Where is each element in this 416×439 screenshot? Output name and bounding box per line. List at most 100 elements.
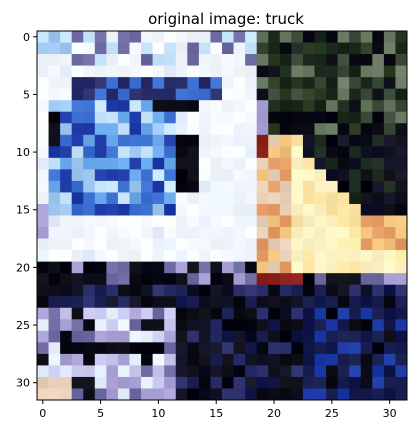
image-pixel [48,134,61,147]
image-pixel [360,77,373,90]
image-pixel [141,192,153,205]
image-pixel [372,319,385,332]
image-pixel [83,250,96,262]
image-pixel [94,203,107,216]
image-pixel [256,169,269,182]
image-pixel [360,342,373,355]
image-pixel [152,77,165,90]
image-pixel [94,388,107,401]
image-pixel [279,54,292,66]
image-pixel [326,388,338,401]
image-pixel [314,100,327,113]
y-tick-label: 0 [23,31,30,44]
image-pixel [395,307,408,320]
image-pixel [37,111,49,124]
image-pixel [291,388,304,401]
image-pixel [210,203,223,216]
image-pixel [245,169,258,182]
image-pixel [152,330,165,343]
image-pixel [106,307,119,320]
image-pixel [117,180,130,193]
image-pixel [37,180,49,193]
image-pixel [48,42,61,55]
image-pixel [37,284,49,297]
image-pixel [48,146,61,159]
image-pixel [268,157,281,170]
image-pixel [302,273,315,286]
image-pixel [71,365,84,378]
image-pixel [233,192,246,205]
image-pixel [337,31,350,43]
image-pixel [175,215,188,228]
image-pixel [256,123,269,136]
image-pixel [383,342,396,355]
image-pixel [326,319,338,332]
image-pixel [256,203,269,216]
image-pixel [164,180,177,193]
image-pixel [349,192,362,205]
image-pixel [233,54,246,66]
image-pixel [349,180,362,193]
image-pixel [383,307,396,320]
image-pixel [83,261,96,274]
image-pixel [164,169,177,182]
image-pixel [152,157,165,170]
image-pixel [360,203,373,216]
image-pixel [233,342,246,355]
image-pixel [175,157,188,170]
y-tick-label: 10 [16,146,30,159]
image-pixel [256,227,269,239]
image-pixel [302,250,315,262]
image-pixel [395,261,408,274]
image-pixel [279,261,292,274]
image-pixel [152,123,165,136]
image-pixel [175,42,188,55]
image-pixel [117,88,130,101]
image-pixel [245,88,258,101]
image-pixel [337,157,350,170]
image-pixel [245,353,258,366]
image-pixel [256,157,269,170]
image-pixel [48,284,61,297]
image-pixel [314,376,327,389]
image-pixel [279,192,292,205]
image-pixel [187,31,200,43]
image-pixel [60,261,73,274]
image-pixel [83,273,96,286]
image-pixel [60,388,73,401]
image-pixel [245,250,258,262]
image-pixel [245,111,258,124]
image-pixel [94,100,107,113]
image-pixel [48,319,61,332]
image-pixel [117,100,130,113]
image-pixel [83,180,96,193]
image-pixel [60,77,73,90]
image-pixel [60,238,73,251]
image-pixel [395,192,408,205]
image-pixel [372,134,385,147]
image-pixel [395,330,408,343]
image-pixel [210,250,223,262]
image-pixel [83,31,96,43]
image-pixel [71,134,84,147]
image-pixel [256,284,269,297]
image-pixel [233,215,246,228]
image-pixel [141,261,153,274]
image-pixel [372,284,385,297]
image-pixel [245,376,258,389]
image-pixel [233,31,246,43]
image-pixel [256,42,269,55]
image-pixel [383,215,396,228]
image-pixel [71,284,84,297]
image-pixel [291,54,304,66]
image-pixel [245,180,258,193]
image-pixel [326,65,338,78]
image-pixel [372,250,385,262]
plot-frame [36,30,408,401]
image-pixel [106,330,119,343]
image-pixel [337,111,350,124]
image-pixel [233,330,246,343]
image-pixel [94,31,107,43]
image-pixel [326,157,338,170]
